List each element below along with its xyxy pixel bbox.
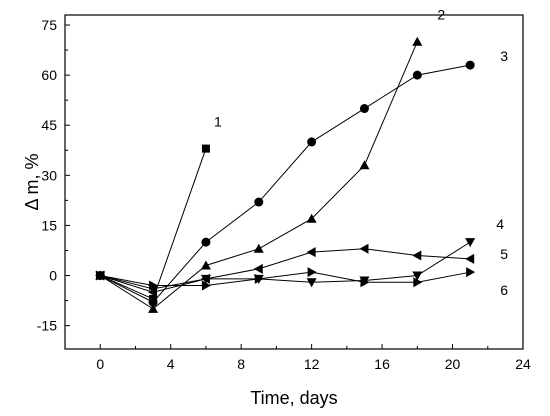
data-point bbox=[307, 137, 317, 147]
data-point bbox=[465, 238, 476, 248]
data-point bbox=[253, 243, 264, 253]
data-point bbox=[359, 104, 369, 114]
plot-border bbox=[64, 14, 524, 350]
data-point bbox=[254, 197, 264, 207]
series-3: 3 bbox=[95, 48, 508, 307]
data-point bbox=[413, 277, 423, 288]
data-point bbox=[465, 253, 475, 264]
series-2: 2 bbox=[95, 7, 445, 313]
series-line-3 bbox=[100, 64, 471, 303]
data-point bbox=[148, 287, 158, 298]
series-label-1: 1 bbox=[214, 114, 222, 130]
x-tick-label: 16 bbox=[374, 356, 390, 372]
data-point bbox=[253, 263, 263, 274]
data-point bbox=[360, 277, 370, 288]
data-point bbox=[201, 237, 211, 247]
data-point bbox=[359, 160, 370, 170]
data-point bbox=[412, 271, 423, 281]
series-1: 1 bbox=[96, 114, 222, 303]
y-tick-label: 0 bbox=[49, 268, 57, 284]
y-tick-label: 60 bbox=[41, 67, 57, 83]
series-line-6 bbox=[100, 271, 471, 287]
series-label-2: 2 bbox=[437, 7, 445, 23]
series-line-1 bbox=[100, 148, 207, 300]
y-tick-label: -15 bbox=[37, 318, 57, 334]
x-tick-label: 24 bbox=[515, 356, 531, 372]
data-point bbox=[201, 144, 210, 153]
data-point bbox=[412, 36, 423, 46]
plot-frame bbox=[64, 14, 524, 350]
series-6: 6 bbox=[96, 267, 508, 298]
data-point bbox=[200, 273, 210, 284]
x-axis: 0 4 8 12 16 20 24 bbox=[96, 344, 531, 372]
data-point bbox=[412, 70, 422, 80]
data-point bbox=[466, 267, 476, 278]
y-axis-title: Δ m, % bbox=[22, 153, 42, 210]
x-tick-label: 0 bbox=[96, 356, 104, 372]
y-tick-label: 15 bbox=[41, 217, 57, 233]
data-point bbox=[149, 280, 159, 291]
data-point bbox=[96, 270, 106, 281]
x-axis-title: Time, days bbox=[250, 388, 337, 408]
y-tick-label: 45 bbox=[41, 117, 57, 133]
series-label-4: 4 bbox=[496, 216, 504, 232]
data-point bbox=[254, 273, 264, 284]
series-4: 4 bbox=[95, 216, 504, 294]
data-point bbox=[306, 278, 317, 288]
data-point bbox=[307, 267, 317, 278]
x-tick-label: 4 bbox=[167, 356, 175, 372]
x-tick-label: 8 bbox=[237, 356, 245, 372]
series-line-4 bbox=[100, 241, 471, 290]
series-label-6: 6 bbox=[500, 282, 508, 298]
y-axis: -15 0 15 30 45 60 75 bbox=[37, 17, 70, 334]
data-point bbox=[359, 243, 369, 254]
y-tick-label: 75 bbox=[41, 17, 57, 33]
series-line-5 bbox=[100, 248, 471, 293]
data-point bbox=[200, 260, 211, 270]
data-point bbox=[306, 213, 317, 223]
data-point bbox=[412, 250, 422, 261]
data-point bbox=[148, 303, 159, 313]
data-point bbox=[306, 247, 316, 258]
series-5: 5 bbox=[95, 243, 508, 298]
data-point bbox=[201, 280, 211, 291]
y-tick-label: 30 bbox=[41, 167, 57, 183]
series-label-5: 5 bbox=[500, 246, 508, 262]
series-layer: 1 2 3 4 5 6 bbox=[95, 7, 508, 313]
x-tick-label: 20 bbox=[445, 356, 461, 372]
data-point bbox=[465, 60, 475, 70]
series-label-3: 3 bbox=[500, 48, 508, 64]
data-point bbox=[148, 297, 158, 307]
x-tick-label: 12 bbox=[304, 356, 320, 372]
